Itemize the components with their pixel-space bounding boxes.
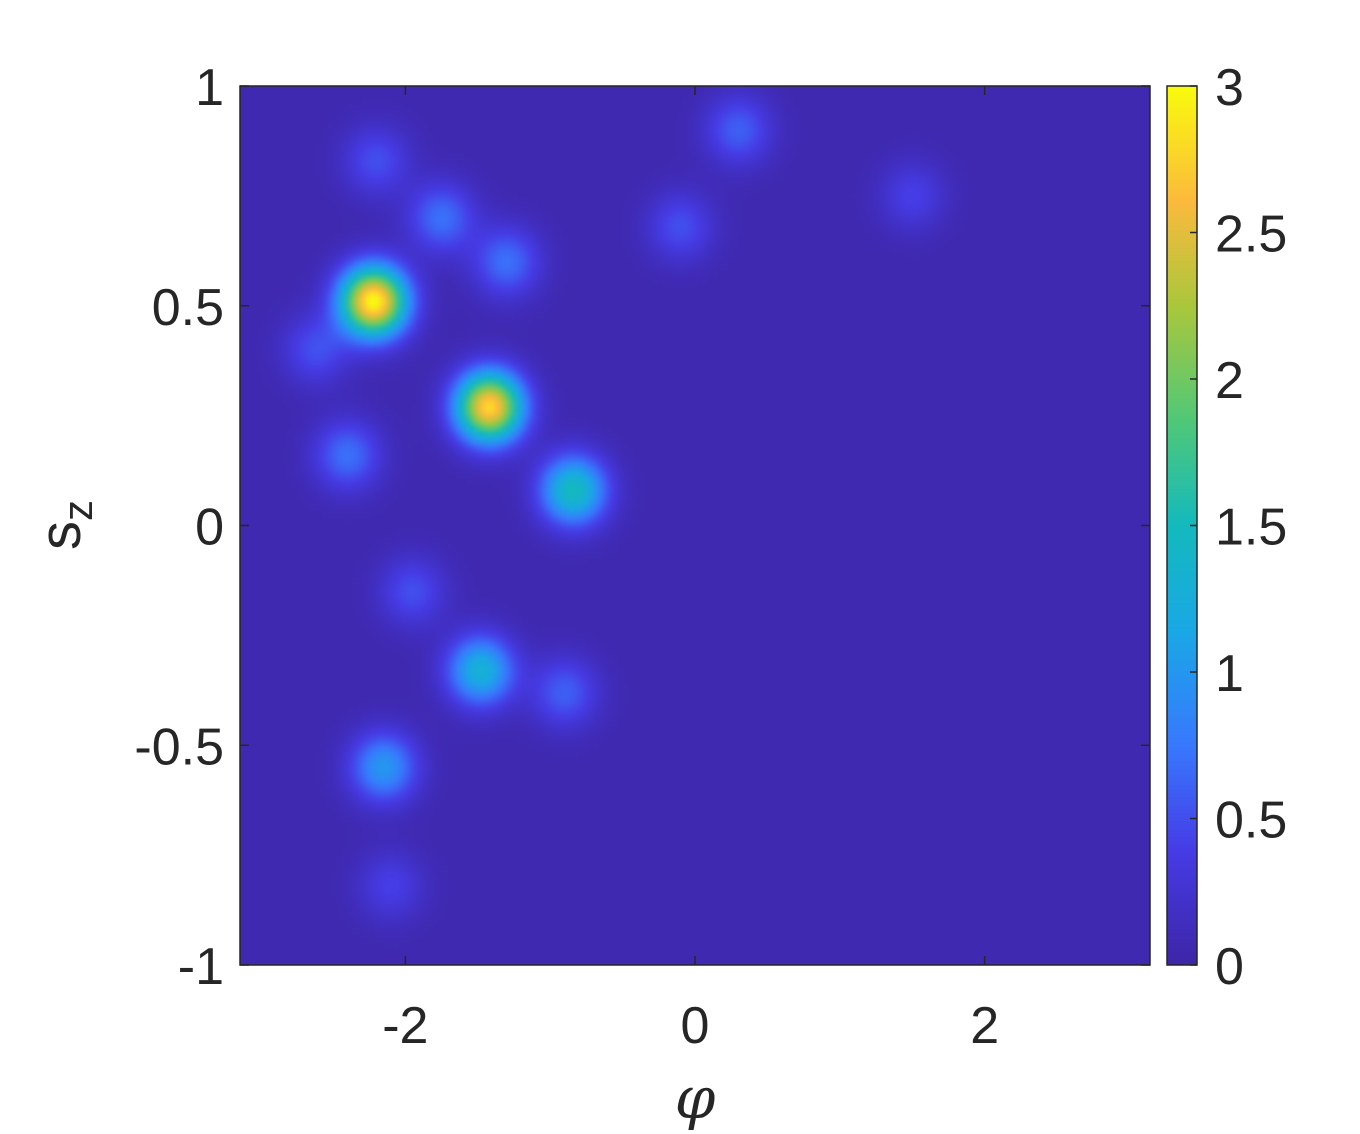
x-tick-label: 2 [970, 997, 999, 1055]
y-tick-label: -1 [178, 938, 224, 996]
y-tick-label: -0.5 [134, 718, 224, 776]
y-axis-ticks: -1 -0.5 0 0.5 1 [134, 59, 1150, 996]
y-axis-label: sz [28, 500, 101, 550]
colorbar-tick-label: 1.5 [1215, 499, 1287, 557]
heatmap-image [240, 86, 1150, 965]
colorbar-tick-label: 1 [1215, 645, 1244, 703]
y-tick-label: 0.5 [152, 279, 224, 337]
x-axis-label: φ [675, 1064, 716, 1132]
y-axis-label-main: s [28, 521, 93, 550]
y-axis-label-subscript: z [54, 500, 101, 521]
svg-text:sz: sz [28, 500, 101, 550]
y-tick-label: 0 [195, 499, 224, 557]
colorbar-tick-label: 3 [1215, 59, 1244, 117]
x-tick-label: -2 [382, 997, 428, 1055]
x-axis-ticks: -2 0 2 [382, 86, 999, 1055]
colorbar-tick-label: 2.5 [1215, 206, 1287, 264]
colorbar-ticks: 0 0.5 1 1.5 2 2.5 3 [1190, 59, 1287, 996]
plot-area [239, 85, 1151, 966]
y-tick-label: 1 [195, 59, 224, 117]
x-tick-label: 0 [681, 997, 710, 1055]
colorbar-tick-label: 0.5 [1215, 792, 1287, 850]
colorbar-tick-label: 0 [1215, 938, 1244, 996]
colorbar-tick-label: 2 [1215, 352, 1244, 410]
colorbar: 0 0.5 1 1.5 2 2.5 3 [1166, 59, 1287, 996]
